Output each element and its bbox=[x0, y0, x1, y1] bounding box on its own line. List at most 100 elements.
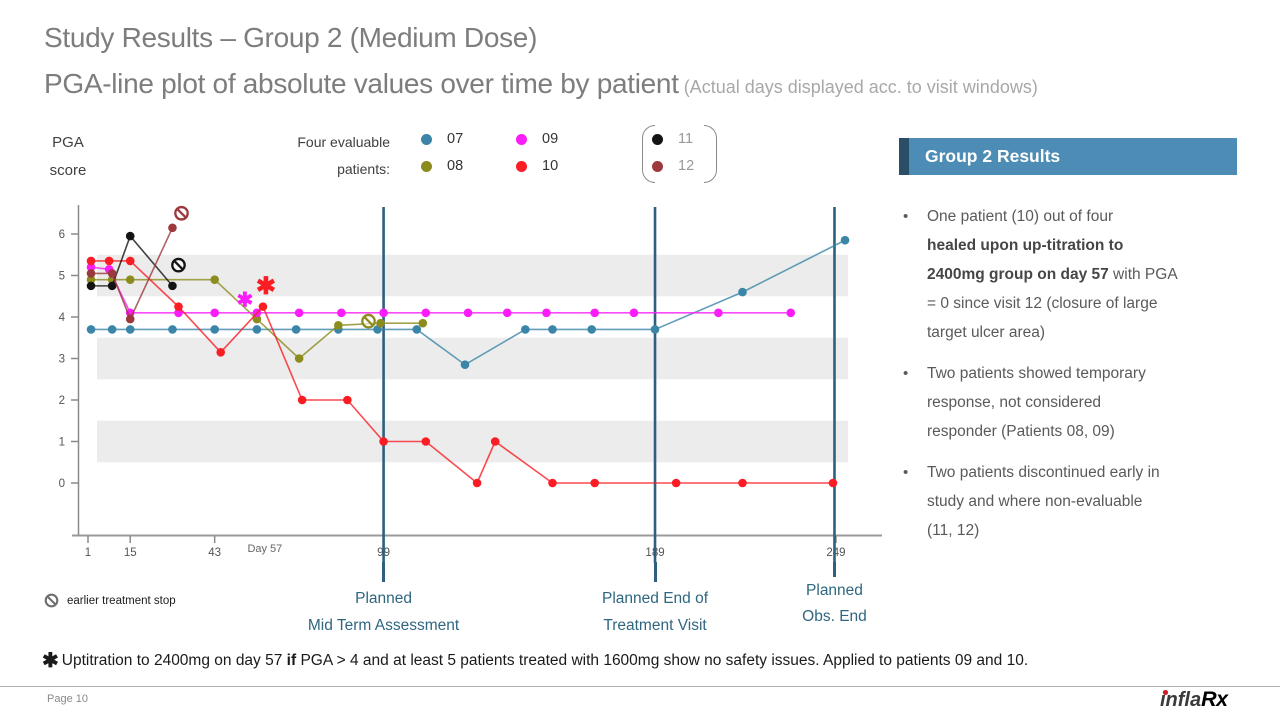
data-point bbox=[412, 325, 422, 334]
y-tick-label: 5 bbox=[59, 271, 65, 283]
page-number: Page 10 bbox=[47, 693, 88, 705]
legend-patient-10: 10 bbox=[516, 158, 558, 174]
data-point bbox=[376, 318, 385, 328]
data-point bbox=[168, 281, 177, 291]
data-point bbox=[210, 275, 219, 284]
patient-12-dot-icon bbox=[652, 160, 663, 172]
data-point bbox=[86, 325, 96, 334]
milestone-tick bbox=[653, 562, 657, 582]
milestone-line1: Planned bbox=[355, 590, 412, 607]
results-panel-title: Group 2 Results bbox=[925, 146, 1061, 166]
patient-10-dot-icon bbox=[516, 160, 527, 172]
slide-title: Study Results – Group 2 (Medium Dose) bbox=[44, 22, 538, 53]
data-point bbox=[542, 308, 551, 318]
bullet-item: • Two patients discontinued early in stud… bbox=[903, 458, 1243, 545]
stop-sign-icon bbox=[174, 205, 189, 221]
bullet-item: • Two patients showed temporary response,… bbox=[903, 359, 1243, 446]
series-12 bbox=[86, 205, 189, 324]
y-axis-label-line1: PGA bbox=[52, 134, 84, 151]
milestone-line1: Planned End of bbox=[602, 590, 709, 607]
subtitle-note: (Actual days displayed acc. to visit win… bbox=[678, 77, 1038, 97]
milestone-line1: Planned bbox=[806, 582, 863, 599]
data-point bbox=[629, 308, 639, 318]
data-point bbox=[291, 325, 301, 334]
milestone-obs-end: Planned Obs. End bbox=[714, 578, 954, 629]
data-point bbox=[294, 308, 304, 318]
data-point bbox=[418, 318, 428, 328]
uptitration-asterisk: ✱ bbox=[256, 273, 276, 300]
y-axis-label-line2: score bbox=[49, 162, 87, 179]
data-point bbox=[294, 354, 304, 363]
series-line bbox=[91, 227, 174, 322]
data-point bbox=[337, 308, 346, 318]
y-tick-label: 4 bbox=[59, 312, 66, 324]
header-accent-bar bbox=[899, 138, 909, 175]
data-point bbox=[125, 325, 135, 334]
legend-label: 10 bbox=[542, 158, 559, 174]
data-point bbox=[421, 437, 431, 446]
legend-patient-11: 11 bbox=[652, 131, 693, 147]
data-point bbox=[502, 308, 512, 318]
data-point bbox=[86, 262, 96, 272]
patient-08-dot-icon bbox=[421, 160, 432, 172]
footer-divider bbox=[0, 686, 1280, 687]
data-point bbox=[828, 478, 838, 488]
data-point bbox=[107, 281, 117, 291]
legend-label: 09 bbox=[542, 131, 559, 147]
data-point bbox=[379, 437, 388, 446]
legend-patient-08: 08 bbox=[421, 158, 463, 174]
data-point bbox=[252, 314, 262, 324]
data-point bbox=[738, 287, 747, 297]
day57-label: Day 57 bbox=[247, 543, 282, 555]
data-point bbox=[590, 308, 600, 318]
data-point bbox=[107, 325, 117, 334]
bracket-right bbox=[704, 125, 717, 183]
legend-patient-07: 07 bbox=[421, 131, 463, 147]
data-point bbox=[587, 325, 596, 334]
legend-patient-12: 12 bbox=[652, 158, 694, 174]
pga-line-chart: 01234561154399189249Day 57✱✱ bbox=[40, 195, 890, 565]
data-point bbox=[216, 347, 226, 357]
data-point bbox=[107, 269, 117, 278]
subtitle-main: PGA-line plot of absolute values over ti… bbox=[44, 68, 679, 99]
bullet-marker: • bbox=[903, 365, 909, 382]
data-point bbox=[168, 223, 177, 233]
inflarx-logo: inflaRx bbox=[1160, 687, 1228, 712]
data-point bbox=[86, 256, 96, 266]
chart-canvas: 01234561154399189249Day 57✱✱ bbox=[59, 205, 882, 563]
data-point bbox=[104, 256, 114, 266]
legend-label: 11 bbox=[678, 131, 694, 147]
data-point bbox=[125, 231, 135, 241]
shaded-band bbox=[97, 337, 849, 380]
data-point bbox=[714, 308, 723, 318]
x-tick-label: 1 bbox=[85, 547, 91, 559]
data-point bbox=[86, 275, 96, 284]
data-point bbox=[379, 308, 388, 318]
data-point bbox=[334, 321, 343, 330]
y-tick-label: 1 bbox=[59, 437, 65, 449]
data-point bbox=[125, 314, 135, 324]
data-point bbox=[168, 325, 177, 334]
data-point bbox=[125, 256, 135, 266]
data-point bbox=[86, 269, 96, 278]
slide-subtitle: PGA-line plot of absolute values over ti… bbox=[44, 68, 1038, 100]
shaded-band bbox=[97, 254, 849, 297]
stop-sign-icon bbox=[44, 593, 59, 608]
data-point bbox=[252, 325, 262, 334]
stop-sign-legend: earlier treatment stop bbox=[44, 593, 176, 608]
y-tick-label: 6 bbox=[59, 229, 65, 241]
stop-sign-legend-text: earlier treatment stop bbox=[67, 594, 176, 607]
data-point bbox=[210, 325, 219, 334]
results-bullet-list: • One patient (10) out of four healed upo… bbox=[903, 202, 1243, 557]
shaded-band bbox=[97, 420, 849, 463]
legend-caption-line2: patients: bbox=[337, 161, 390, 177]
milestone-tick bbox=[382, 562, 386, 582]
stop-sign-icon bbox=[171, 257, 186, 273]
y-tick-label: 0 bbox=[59, 478, 65, 490]
x-tick-label: 43 bbox=[208, 547, 221, 559]
data-point bbox=[460, 360, 470, 370]
results-panel-header: Group 2 Results bbox=[899, 138, 1237, 175]
patient-07-dot-icon bbox=[421, 133, 432, 145]
data-point bbox=[671, 478, 681, 488]
series-09: ✱ bbox=[86, 262, 796, 318]
